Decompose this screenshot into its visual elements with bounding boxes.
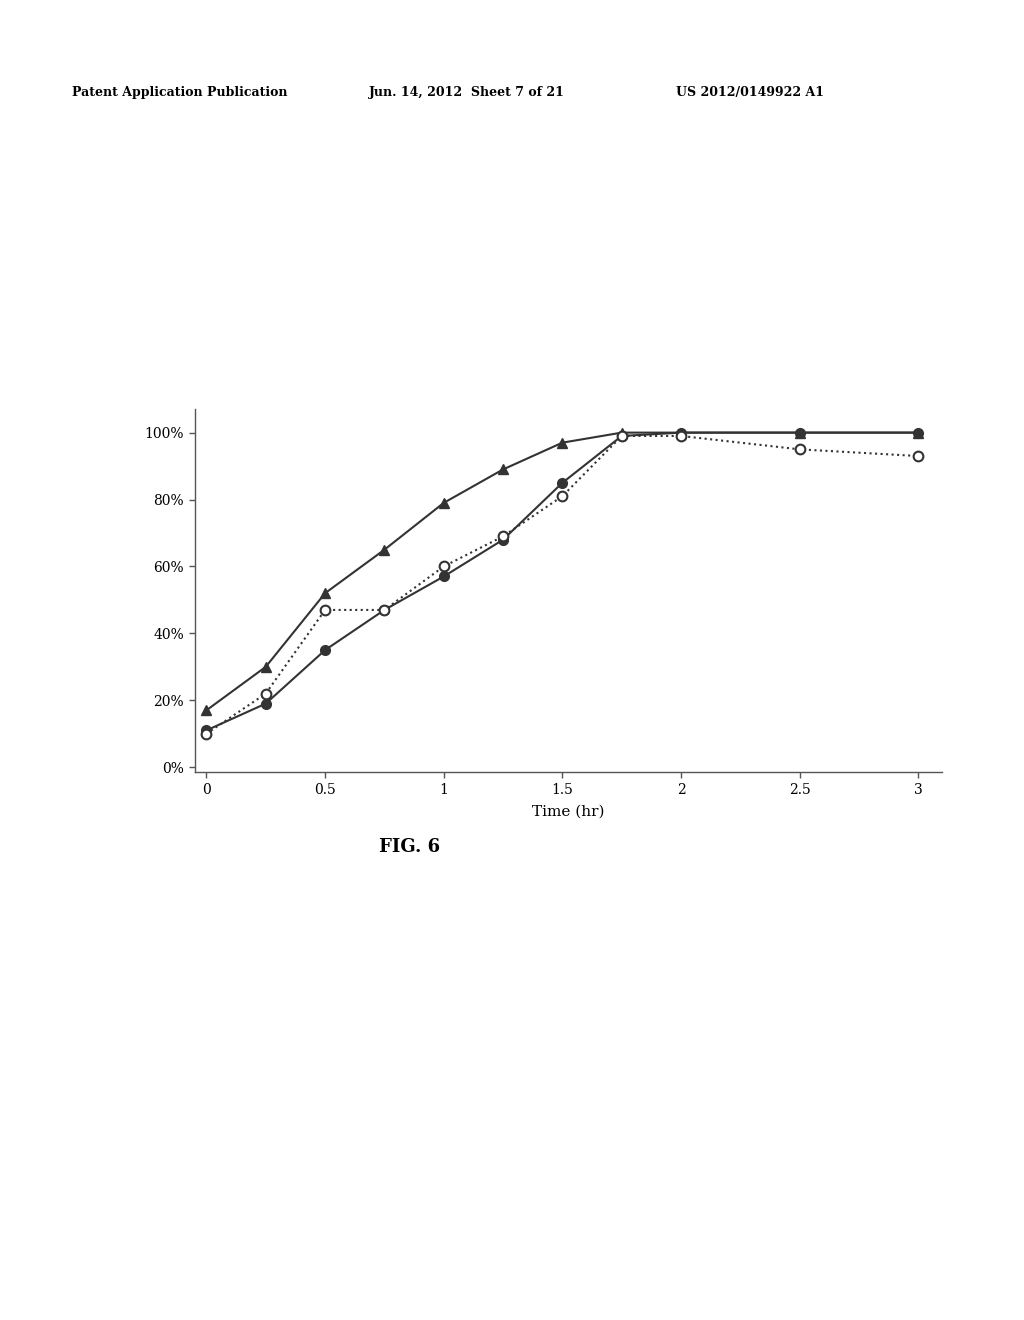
Text: US 2012/0149922 A1: US 2012/0149922 A1 (676, 86, 824, 99)
Text: FIG. 6: FIG. 6 (379, 838, 440, 857)
X-axis label: Time (hr): Time (hr) (532, 805, 604, 818)
Text: Patent Application Publication: Patent Application Publication (72, 86, 287, 99)
Text: Jun. 14, 2012  Sheet 7 of 21: Jun. 14, 2012 Sheet 7 of 21 (369, 86, 564, 99)
